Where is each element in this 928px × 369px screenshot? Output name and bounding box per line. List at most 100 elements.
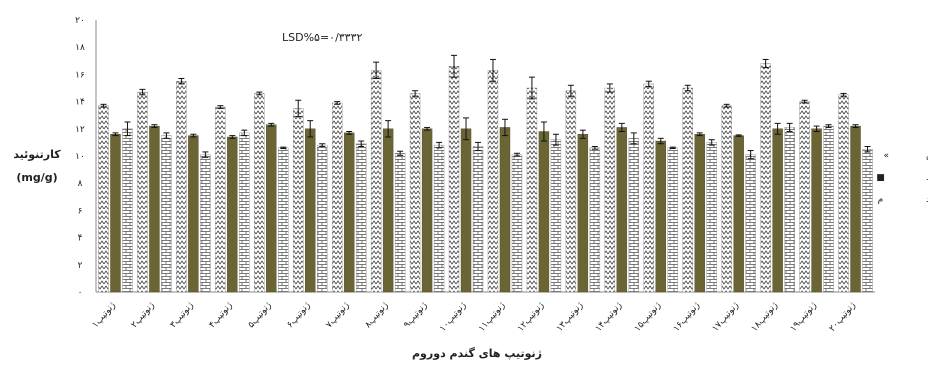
y-tick-label: ۱۰ <box>75 152 85 162</box>
bar <box>604 87 616 293</box>
bar <box>254 93 265 293</box>
y-tick-label: ۱۲ <box>75 125 85 135</box>
bar <box>122 128 133 293</box>
x-tick-label: ژنوتیپ۵ <box>246 301 273 331</box>
y-tick-label: ۴ <box>78 234 83 244</box>
bar <box>655 140 666 293</box>
axes <box>95 20 875 293</box>
x-tick-label: ژنوتیپ۱۵ <box>633 301 663 334</box>
bar <box>628 138 640 293</box>
bars <box>98 54 873 293</box>
legend-marker: ■ <box>876 173 885 183</box>
bar <box>811 128 822 293</box>
bar <box>343 132 355 293</box>
bar <box>499 127 511 293</box>
bar <box>694 134 705 293</box>
bar <box>110 134 121 293</box>
bar <box>293 108 304 293</box>
x-tick-label: ژنوتیپ۱۸ <box>750 301 780 334</box>
bar <box>305 128 316 293</box>
bar <box>137 91 148 293</box>
x-tick-label: ژنوتیپ۱۷ <box>711 301 741 334</box>
y-tick-label: ۱۴ <box>75 98 85 108</box>
x-tick-label: ژنوتیپ۱۱ <box>477 301 507 334</box>
bar <box>823 125 834 293</box>
bar <box>176 80 187 293</box>
x-tick-label: ژنوتیپ۱ <box>91 301 118 331</box>
x-tick-label: ژنوتیپ۶ <box>285 301 312 331</box>
x-tick-label: ژنوتیپ۱۹ <box>789 301 819 334</box>
bar <box>331 102 343 293</box>
y-tick-label: ۲ <box>78 261 83 271</box>
bar <box>188 135 199 293</box>
bar <box>266 124 277 293</box>
bar <box>862 148 873 293</box>
bar <box>772 128 783 293</box>
bar <box>733 135 744 293</box>
bar <box>511 154 523 293</box>
x-tick-label: ژنوتیپ۱۰ <box>438 301 468 334</box>
bar <box>616 127 628 293</box>
lsd-annotation: LSD%۵=۰/۳۳۳۲ <box>282 31 362 44</box>
bar <box>421 128 433 293</box>
x-axis-label: ژنوتیپ های گندم دوروم <box>412 347 542 360</box>
bar <box>472 146 484 293</box>
bar <box>721 105 732 293</box>
x-tick-label: ژنوتیپ۱۶ <box>672 301 702 334</box>
x-tick-label: ژنوتیپ۳ <box>168 301 195 331</box>
x-tick-label: ژنوتیپ۲ <box>130 301 157 331</box>
bar <box>760 63 771 293</box>
bar <box>433 144 445 293</box>
bar <box>799 101 810 293</box>
x-tick-label: ژنوتیپ۱۲ <box>516 301 546 334</box>
bar <box>565 90 577 293</box>
bar <box>161 135 172 293</box>
x-tick-label: ژنوتیپ۷ <box>324 301 351 331</box>
bar <box>526 87 538 293</box>
x-tick-label: ژنوتیپ۸ <box>363 301 390 331</box>
bar <box>355 143 367 293</box>
y-axis-label-line-2: (mg/g) <box>16 171 57 184</box>
bar <box>667 147 678 293</box>
y-tick-label: ۱۸ <box>75 43 85 53</box>
x-tick-label: ژنوتیپ۹ <box>402 301 429 331</box>
bar <box>200 154 211 293</box>
bar <box>149 125 160 293</box>
y-tick-label: ۸ <box>78 179 83 189</box>
bar <box>577 134 589 293</box>
legend-label: ن متوسط <box>926 173 928 183</box>
bar <box>98 105 109 293</box>
bar <box>460 128 472 293</box>
legend: ون تنش « ن متوسط ■ نش شدید م <box>876 151 928 205</box>
bar <box>382 128 394 293</box>
bar <box>487 70 499 293</box>
bar <box>215 106 226 293</box>
x-tick-label: ژنوتیپ۱۴ <box>594 301 624 334</box>
bar <box>589 147 601 293</box>
bar <box>538 131 550 293</box>
bar <box>227 136 238 293</box>
bar <box>643 83 654 293</box>
bar <box>370 70 382 293</box>
x-tick-label: ژنوتیپ۴ <box>207 301 234 331</box>
bar <box>838 94 849 293</box>
bar <box>784 127 795 293</box>
bar <box>682 87 693 293</box>
legend-marker: م <box>878 195 884 205</box>
bar <box>850 125 861 293</box>
legend-label: نش شدید <box>926 195 928 205</box>
y-ticks: ۰ ۲ ۴ ۶ ۸ ۱۰ ۱۲ ۱۴ ۱۶ ۱۸ ۲۰ <box>75 16 85 298</box>
y-tick-label: ۰ <box>78 288 83 298</box>
y-tick-label: ۲۰ <box>75 16 85 26</box>
x-ticks: ژنوتیپ۱ ژنوتیپ۲ ژنوتیپ۳ ژنوتیپ۴ ژنوتیپ۵ ژنوتی… <box>91 301 858 334</box>
bar <box>706 142 717 293</box>
bar <box>394 153 406 293</box>
bar <box>239 132 250 293</box>
bar <box>317 144 328 293</box>
legend-marker: « <box>883 151 889 161</box>
x-tick-label: ژنوتیپ۱۳ <box>555 301 585 334</box>
bar <box>745 154 756 293</box>
bar <box>448 66 460 293</box>
bar <box>409 93 421 293</box>
